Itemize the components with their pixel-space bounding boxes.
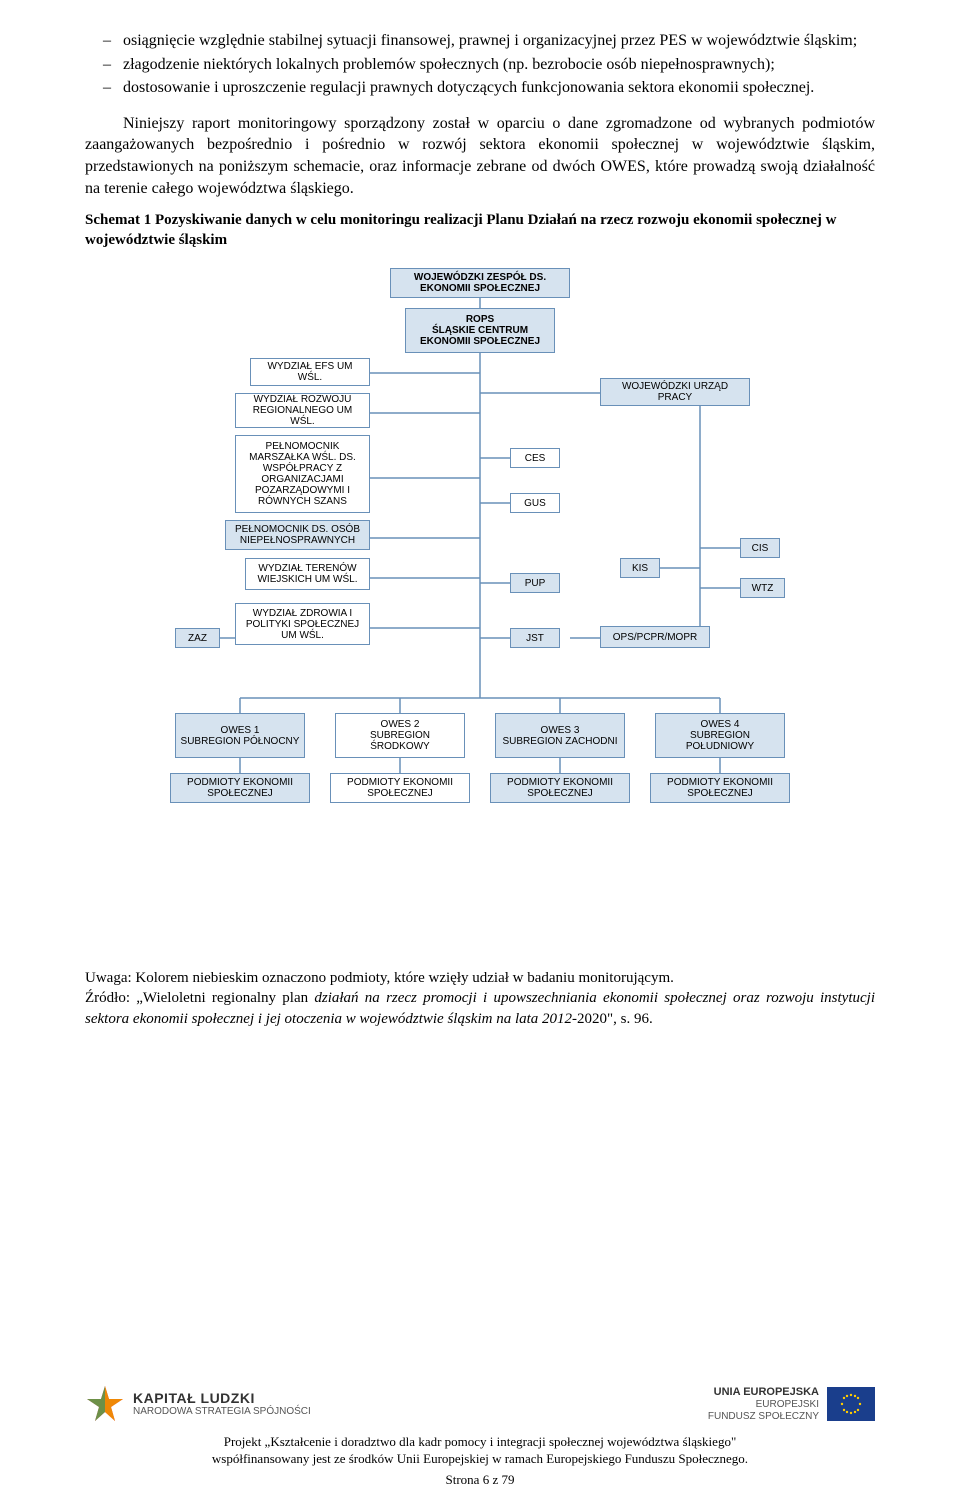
- owes4-line1: OWES 4: [701, 719, 740, 730]
- node-wydzial-efs: WYDZIAŁ EFS UM WŚL.: [250, 358, 370, 386]
- page-number-text: Strona 6 z 79: [446, 1472, 515, 1487]
- node-ces: CES: [510, 448, 560, 468]
- note-line2: Źródło: „Wieloletni regionalny plan dzia…: [85, 988, 875, 1029]
- kl-title: KAPITAŁ LUDZKI: [133, 1391, 311, 1406]
- node-jst: JST: [510, 628, 560, 648]
- eu-stars-icon: [833, 1391, 869, 1417]
- footer-project-text: Projekt „Kształcenie i doradztwo dla kad…: [85, 1434, 875, 1468]
- node-wup: WOJEWÓDZKI URZĄD PRACY: [600, 378, 750, 406]
- node-rops: ROPS ŚLĄSKIE CENTRUM EKONOMII SPOŁECZNEJ: [405, 308, 555, 353]
- bullet-item: osiągnięcie względnie stabilnej sytuacji…: [103, 30, 875, 52]
- node-pes3: PODMIOTY EKONOMII SPOŁECZNEJ: [490, 773, 630, 803]
- node-cis: CIS: [740, 538, 780, 558]
- node-owes2: OWES 2 SUBREGION ŚRODKOWY: [335, 713, 465, 758]
- eu-line3: FUNDUSZ SPOŁECZNY: [708, 1411, 819, 1423]
- node-pelnomocnik-marszalka: PEŁNOMOCNIK MARSZAŁKA WŚL. DS. WSPÓŁPRAC…: [235, 435, 370, 513]
- node-owes3: OWES 3 SUBREGION ZACHODNI: [495, 713, 625, 758]
- owes2-line1: OWES 2: [381, 719, 420, 730]
- note2-suffix: 2020", s. 96.: [577, 1011, 653, 1027]
- node-zaz: ZAZ: [175, 628, 220, 648]
- logo-kapital-ludzki: KAPITAŁ LUDZKI NARODOWA STRATEGIA SPÓJNO…: [85, 1384, 311, 1424]
- logo-eu: UNIA EUROPEJSKA EUROPEJSKI FUNDUSZ SPOŁE…: [708, 1386, 875, 1423]
- node-rops-line1: ROPS: [466, 314, 494, 325]
- owes1-line1: OWES 1: [221, 725, 260, 736]
- node-owes4: OWES 4 SUBREGION POŁUDNIOWY: [655, 713, 785, 758]
- bullet-item: dostosowanie i uproszczenie regulacji pr…: [103, 77, 875, 99]
- owes3-line2: SUBREGION ZACHODNI: [502, 736, 617, 747]
- eu-line1: UNIA EUROPEJSKA: [708, 1386, 819, 1399]
- eu-flag-icon: [827, 1387, 875, 1421]
- node-pes4: PODMIOTY EKONOMII SPOŁECZNEJ: [650, 773, 790, 803]
- node-owes1: OWES 1 SUBREGION PÓŁNOCNY: [175, 713, 305, 758]
- kl-star-icon: [85, 1384, 125, 1424]
- node-pes2: PODMIOTY EKONOMII SPOŁECZNEJ: [330, 773, 470, 803]
- note2-prefix: Źródło: „Wieloletni regionalny plan: [85, 990, 314, 1006]
- node-gus: GUS: [510, 493, 560, 513]
- node-ops: OPS/PCPR/MOPR: [600, 626, 710, 648]
- org-diagram: WOJEWÓDZKI ZESPÓŁ DS. EKONOMII SPOŁECZNE…: [160, 268, 800, 828]
- note-block: Uwaga: Kolorem niebieskim oznaczono podm…: [85, 968, 875, 1029]
- kl-subtitle: NARODOWA STRATEGIA SPÓJNOŚCI: [133, 1406, 311, 1417]
- node-rops-line2: ŚLĄSKIE CENTRUM EKONOMII SPOŁECZNEJ: [410, 325, 550, 347]
- schema-heading: Schemat 1 Pozyskiwanie danych w celu mon…: [85, 211, 875, 250]
- body-paragraph: Niniejszy raport monitoringowy sporządzo…: [85, 113, 875, 199]
- footer-line1: Projekt „Kształcenie i doradztwo dla kad…: [224, 1434, 737, 1449]
- node-wydzial-terenow: WYDZIAŁ TERENÓW WIEJSKICH UM WŚL.: [245, 558, 370, 590]
- node-pelnomocnik-niepelnosprawnych: PEŁNOMOCNIK DS. OSÓB NIEPEŁNOSPRAWNYCH: [225, 520, 370, 550]
- page-footer: KAPITAŁ LUDZKI NARODOWA STRATEGIA SPÓJNO…: [85, 1384, 875, 1488]
- node-pes1: PODMIOTY EKONOMII SPOŁECZNEJ: [170, 773, 310, 803]
- bullet-list: osiągnięcie względnie stabilnej sytuacji…: [103, 30, 875, 99]
- note-line1: Uwaga: Kolorem niebieskim oznaczono podm…: [85, 968, 875, 988]
- page-number: Strona 6 z 79: [85, 1472, 875, 1488]
- node-wydzial-rozwoju: WYDZIAŁ ROZWOJU REGIONALNEGO UM WŚL.: [235, 393, 370, 428]
- owes3-line1: OWES 3: [541, 725, 580, 736]
- node-kis: KIS: [620, 558, 660, 578]
- footer-line2: współfinansowany jest ze środków Unii Eu…: [212, 1451, 748, 1466]
- eu-line2: EUROPEJSKI: [708, 1399, 819, 1411]
- node-wojewodzki-zespol: WOJEWÓDZKI ZESPÓŁ DS. EKONOMII SPOŁECZNE…: [390, 268, 570, 298]
- owes2-line2: SUBREGION ŚRODKOWY: [340, 730, 460, 752]
- kl-text: KAPITAŁ LUDZKI NARODOWA STRATEGIA SPÓJNO…: [133, 1391, 311, 1417]
- node-pup: PUP: [510, 573, 560, 593]
- owes4-line2: SUBREGION POŁUDNIOWY: [660, 730, 780, 752]
- bullet-item: złagodzenie niektórych lokalnych problem…: [103, 54, 875, 76]
- node-wtz: WTZ: [740, 578, 785, 598]
- footer-logos: KAPITAŁ LUDZKI NARODOWA STRATEGIA SPÓJNO…: [85, 1384, 875, 1424]
- node-wydzial-zdrowia: WYDZIAŁ ZDROWIA I POLITYKI SPOŁECZNEJ UM…: [235, 603, 370, 645]
- eu-text: UNIA EUROPEJSKA EUROPEJSKI FUNDUSZ SPOŁE…: [708, 1386, 819, 1423]
- owes1-line2: SUBREGION PÓŁNOCNY: [181, 736, 300, 747]
